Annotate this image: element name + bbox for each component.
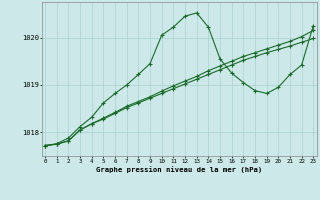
X-axis label: Graphe pression niveau de la mer (hPa): Graphe pression niveau de la mer (hPa) (96, 167, 262, 173)
